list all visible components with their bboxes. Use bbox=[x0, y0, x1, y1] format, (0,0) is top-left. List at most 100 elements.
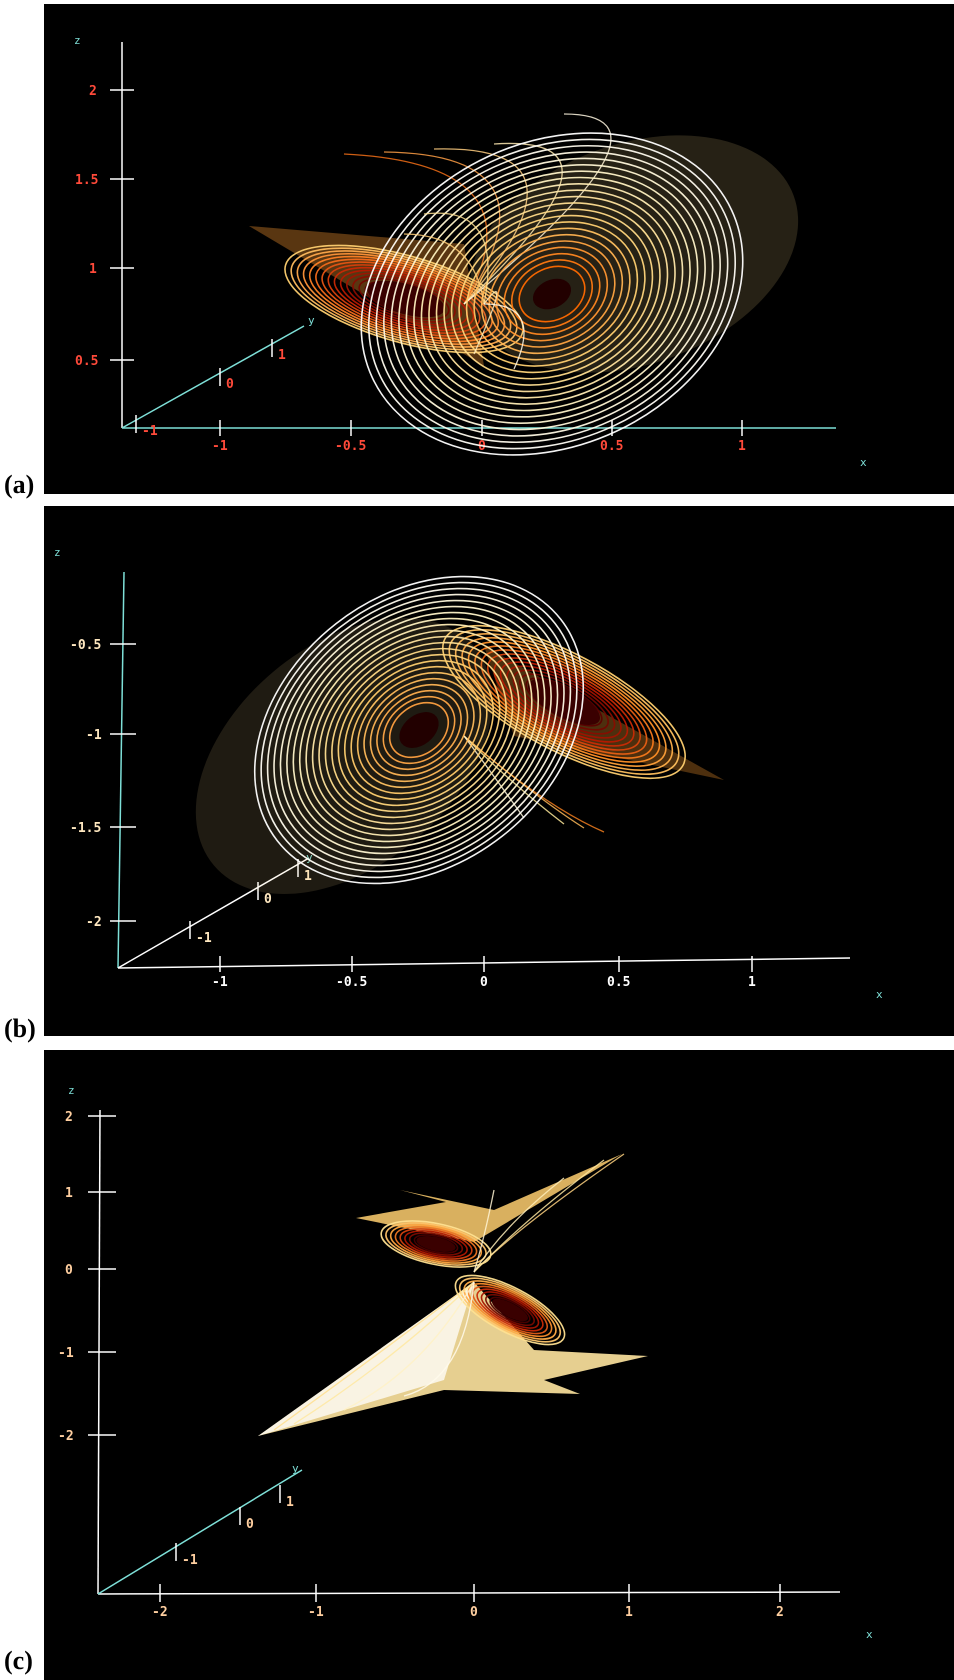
z-tick-label-3: -1 bbox=[58, 1346, 74, 1361]
right-lobe-ring-3 bbox=[495, 246, 609, 342]
right-lobe-ring-8 bbox=[458, 214, 646, 374]
x-tick-label-1: -0.5 bbox=[335, 439, 366, 454]
panel-c: z y x -2 -1 0 1 2 2 1 0 -1 -2 -1 0 1 bbox=[44, 1050, 954, 1680]
x-tick-label-4: 1 bbox=[748, 975, 756, 990]
lower-fan-line-2 bbox=[343, 1281, 475, 1411]
left-lobe-ring-6 bbox=[327, 264, 481, 334]
z-tick-label-1: 1 bbox=[65, 1186, 73, 1201]
connector-line-1 bbox=[423, 212, 489, 305]
panel-a: z y x -1 -0.5 0 0.5 1 0.5 1 1.5 2 -1 0 1 bbox=[44, 4, 954, 494]
z-tick-label-1: 1 bbox=[89, 262, 97, 277]
right-lobe-ring-3 bbox=[506, 665, 622, 739]
y-tick-label-2: 1 bbox=[304, 869, 312, 884]
y-tick-label-0: -1 bbox=[142, 424, 158, 439]
lower-lobe-core bbox=[492, 1298, 528, 1322]
right-lobe-ring-18 bbox=[383, 151, 721, 437]
main-lobe-ring-19 bbox=[266, 587, 572, 873]
main-lobe-ring-2 bbox=[376, 689, 462, 771]
upper-lobe-ring-0 bbox=[413, 1234, 459, 1254]
upper-sheet-line-1 bbox=[383, 151, 501, 305]
main-lobe-ring-1 bbox=[382, 695, 456, 765]
chart-b: z y x -1 -0.5 0 0.5 1 -0.5 -1 -1.5 -2 -1 0 1 bbox=[54, 546, 883, 1001]
right-lobe-ring-2 bbox=[503, 252, 601, 336]
y-axis-label: y bbox=[308, 314, 315, 327]
main-lobe-ring-6 bbox=[350, 665, 488, 795]
left-lobe-ring-5 bbox=[333, 266, 475, 332]
main-lobe-ring-21 bbox=[253, 575, 585, 885]
right-lobe-core bbox=[532, 278, 572, 310]
y-axis-line bbox=[117, 857, 310, 969]
y-tick-label-2: 1 bbox=[278, 348, 286, 363]
lower-lobe-ring-5 bbox=[467, 1282, 553, 1338]
right-lobe-ring-10 bbox=[443, 202, 661, 386]
lower-wing-highlight bbox=[258, 1282, 474, 1436]
connector-line-3 bbox=[483, 303, 525, 370]
main-lobe-ring-0 bbox=[388, 701, 450, 759]
right-lobe-ring-11 bbox=[435, 195, 669, 393]
x-axis-line bbox=[97, 1591, 841, 1595]
connector-line-0 bbox=[403, 233, 485, 305]
right-lobe-ring-13 bbox=[420, 183, 684, 405]
z-tick-label-2: 0 bbox=[65, 1263, 73, 1278]
y-tick-label-0: -1 bbox=[182, 1553, 198, 1568]
main-lobe-ring-18 bbox=[273, 593, 565, 867]
right-lobe-ring-20 bbox=[367, 138, 737, 450]
right-lobe-ring-6 bbox=[473, 227, 631, 361]
lower-lobe-ring-0 bbox=[489, 1296, 531, 1324]
panel-a-label: (a) bbox=[4, 470, 35, 499]
upper-fan-line-3 bbox=[473, 1189, 495, 1273]
lower-lobe-ring-7 bbox=[458, 1277, 562, 1343]
x-tick-label-3: 0.5 bbox=[607, 975, 630, 990]
lower-fan-line-3 bbox=[403, 1281, 475, 1397]
x-tick-label-1: -0.5 bbox=[336, 975, 367, 990]
right-lobe-ring-21 bbox=[360, 132, 744, 456]
right-lobe-ring-5 bbox=[480, 233, 624, 355]
panel-b-label: (b) bbox=[4, 1014, 36, 1043]
x-tick-label-1: -1 bbox=[308, 1605, 324, 1620]
main-lobe-ring-14 bbox=[298, 617, 540, 843]
right-lobe-ring-12 bbox=[428, 189, 676, 399]
right-lobe-ring-11 bbox=[454, 633, 674, 771]
x-tick-label-4: 1 bbox=[738, 439, 746, 454]
lower-lobe-ring-2 bbox=[480, 1291, 540, 1329]
upper-sheet-line-4 bbox=[463, 113, 612, 305]
left-lobe-core bbox=[367, 280, 445, 318]
upper-wing bbox=[356, 1154, 622, 1242]
right-lobe-ring-16 bbox=[398, 164, 706, 424]
y-axis-label: y bbox=[292, 1462, 299, 1475]
y-tick-label-1: 0 bbox=[246, 1517, 254, 1532]
upper-fan-line-1 bbox=[473, 1159, 605, 1273]
main-lobe-ring-11 bbox=[318, 635, 520, 825]
upper-lobe-core bbox=[416, 1235, 456, 1253]
panel-b: z y x -1 -0.5 0 0.5 1 -0.5 -1 -1.5 -2 -1 0 1 bbox=[44, 506, 954, 1036]
z-tick-label-1: -1 bbox=[86, 728, 102, 743]
right-lobe-ring-14 bbox=[413, 176, 691, 412]
z-tick-label-2: -1.5 bbox=[70, 821, 101, 836]
x-tick-label-3: 0.5 bbox=[600, 439, 623, 454]
right-lobe-ring-6 bbox=[486, 653, 642, 751]
right-lobe-ring-7 bbox=[480, 649, 648, 755]
lower-fan-line-1 bbox=[293, 1281, 475, 1425]
lower-lobe-ring-6 bbox=[463, 1280, 557, 1340]
upper-sheet-line-2 bbox=[433, 148, 528, 305]
x-tick-label-0: -2 bbox=[152, 1605, 168, 1620]
y-tick-label-2: 1 bbox=[286, 1495, 294, 1510]
z-tick-label-4: -2 bbox=[58, 1429, 74, 1444]
right-wing-glow bbox=[469, 135, 799, 373]
x-axis-label: x bbox=[866, 1628, 873, 1641]
main-lobe-ring-3 bbox=[369, 683, 469, 777]
main-lobe-ring-4 bbox=[363, 677, 475, 783]
z-axis-label: z bbox=[54, 546, 61, 559]
y-tick-label-0: -1 bbox=[196, 931, 212, 946]
main-lobe-core bbox=[399, 712, 439, 748]
y-axis-label: y bbox=[306, 851, 313, 864]
lower-sheet-line-1 bbox=[463, 735, 585, 829]
lower-fan-line-0 bbox=[273, 1281, 475, 1431]
upper-lobe-ring-3 bbox=[399, 1228, 473, 1260]
main-lobe-ring-7 bbox=[343, 659, 495, 801]
right-lobe-ring-19 bbox=[375, 144, 729, 444]
lower-sheet-line-2 bbox=[463, 735, 565, 825]
z-axis-label: z bbox=[68, 1084, 75, 1097]
z-axis-line bbox=[117, 571, 125, 969]
z-tick-label-0: -0.5 bbox=[70, 638, 101, 653]
